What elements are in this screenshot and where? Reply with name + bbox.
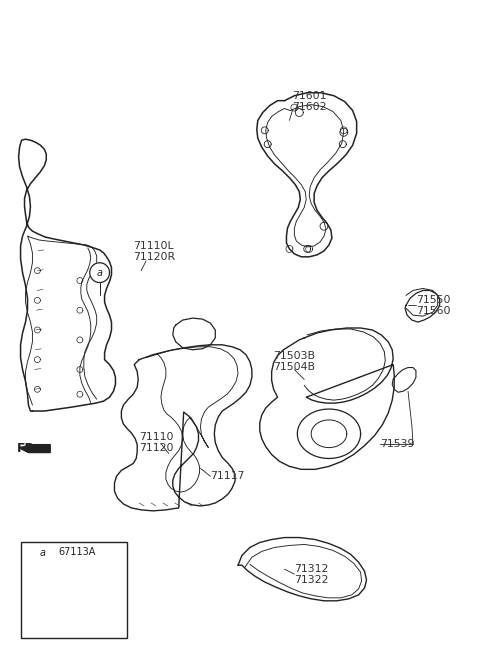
Text: 71110L: 71110L [133, 241, 174, 251]
Text: 71503B: 71503B [273, 351, 314, 361]
Text: 71120: 71120 [139, 443, 174, 453]
Text: FR.: FR. [17, 442, 40, 455]
Text: 71601: 71601 [292, 91, 327, 101]
Text: 71550: 71550 [416, 295, 450, 305]
Text: a: a [39, 548, 45, 558]
Text: a: a [96, 268, 103, 277]
Text: 67113A: 67113A [58, 547, 96, 558]
Text: 71322: 71322 [294, 575, 329, 585]
Text: 71539: 71539 [380, 439, 415, 449]
Text: 71560: 71560 [416, 306, 450, 316]
Text: 71117: 71117 [210, 471, 245, 482]
Polygon shape [90, 263, 109, 283]
Text: 71504B: 71504B [273, 361, 314, 371]
FancyArrow shape [21, 445, 50, 453]
Bar [21, 541, 127, 638]
Text: 71312: 71312 [294, 564, 329, 574]
Text: 71110: 71110 [139, 432, 174, 441]
Text: 71120R: 71120R [133, 252, 175, 262]
Text: 71602: 71602 [292, 102, 327, 112]
Polygon shape [34, 544, 51, 562]
